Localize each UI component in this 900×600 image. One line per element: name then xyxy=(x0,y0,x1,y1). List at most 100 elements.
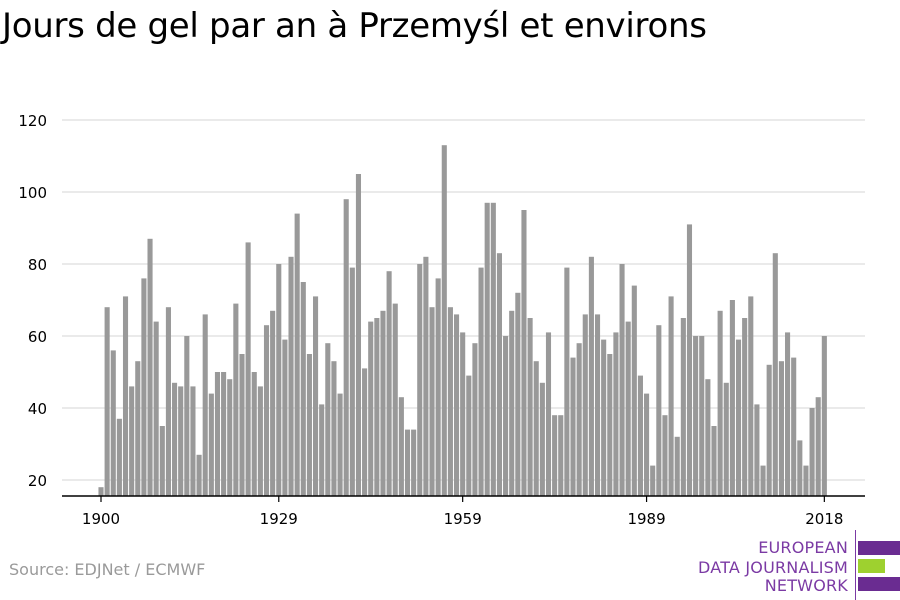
bar-1912 xyxy=(172,382,178,496)
bar-1979 xyxy=(582,314,588,496)
bar-2012 xyxy=(785,332,791,496)
bar-1923 xyxy=(239,354,245,496)
x-tick-label-1959: 1959 xyxy=(444,510,482,528)
bar-1908 xyxy=(147,238,153,497)
bar-2008 xyxy=(760,465,766,496)
bar-1963 xyxy=(484,202,490,497)
bar-1957 xyxy=(447,307,453,496)
bar-1927 xyxy=(263,325,270,496)
bar-1906 xyxy=(135,361,141,496)
bar-1983 xyxy=(607,354,613,496)
logo-bar-middle xyxy=(858,559,885,573)
bar-2014 xyxy=(797,440,803,496)
bar-1937 xyxy=(325,343,331,496)
bar-2007 xyxy=(754,404,760,496)
bar-2017 xyxy=(815,397,821,496)
y-axis-ticks: 20 40 60 80 100 120 xyxy=(18,112,47,490)
logo-text-line-1: EUROPEAN xyxy=(758,538,848,557)
bar-1935 xyxy=(313,296,319,496)
bar-1932 xyxy=(294,213,300,496)
bar-1933 xyxy=(300,282,306,496)
bar-1940 xyxy=(343,199,349,496)
bar-1900 xyxy=(98,487,104,496)
y-tick-label-20: 20 xyxy=(28,472,47,490)
bar-1962 xyxy=(478,267,484,496)
bar-1974 xyxy=(552,415,558,496)
bar-1995 xyxy=(680,318,686,496)
bar-1958 xyxy=(453,314,460,496)
bar-1968 xyxy=(515,292,521,496)
bar-1978 xyxy=(576,343,582,496)
bar-1966 xyxy=(503,336,509,496)
bar-1975 xyxy=(558,415,564,496)
edjnet-logo: EUROPEAN DATA JOURNALISM NETWORK xyxy=(698,530,900,600)
bar-1930 xyxy=(282,339,288,496)
bar-1992 xyxy=(662,415,668,496)
bar-2001 xyxy=(717,310,723,496)
bar-1924 xyxy=(245,242,251,496)
bar-1998 xyxy=(699,336,705,496)
bar-1925 xyxy=(251,372,257,496)
bar-1945 xyxy=(374,318,380,496)
bar-1939 xyxy=(337,393,343,496)
bar-1949 xyxy=(398,397,404,496)
bar-1916 xyxy=(196,454,202,496)
bar-1993 xyxy=(668,296,674,496)
bar-1919 xyxy=(214,372,221,496)
bar-1950 xyxy=(404,429,411,496)
bar-1914 xyxy=(184,336,190,496)
bar-1969 xyxy=(521,210,527,496)
bar-1954 xyxy=(429,307,435,496)
bar-2003 xyxy=(729,300,735,496)
bar-1903 xyxy=(116,418,122,496)
bar-2002 xyxy=(723,382,729,496)
bar-1981 xyxy=(594,314,601,496)
x-tick-label-1989: 1989 xyxy=(627,510,665,528)
bar-1943 xyxy=(362,368,368,496)
bar-1948 xyxy=(392,303,398,496)
bar-2016 xyxy=(809,408,815,496)
bar-1913 xyxy=(178,386,184,496)
bar-1987 xyxy=(631,285,637,496)
bar-1988 xyxy=(637,375,643,496)
bar-1965 xyxy=(496,253,502,496)
bar-2000 xyxy=(711,426,717,496)
logo-divider xyxy=(855,530,856,600)
bar-2015 xyxy=(803,465,809,496)
bar-1994 xyxy=(674,436,680,496)
bar-2009 xyxy=(766,364,772,496)
bar-1901 xyxy=(104,307,110,496)
y-tick-label-120: 120 xyxy=(18,112,47,130)
bar-1984 xyxy=(613,332,619,496)
bar-1967 xyxy=(509,310,515,496)
bars xyxy=(98,145,827,497)
bar-1997 xyxy=(693,336,699,496)
logo-bar-top xyxy=(858,541,900,555)
bar-2011 xyxy=(778,361,784,496)
bar-2005 xyxy=(742,318,748,496)
bar-1942 xyxy=(355,174,362,496)
bar-1907 xyxy=(141,278,147,496)
bar-2010 xyxy=(772,253,778,496)
logo-text-line-3: NETWORK xyxy=(764,576,848,595)
logo-bar-bottom xyxy=(858,577,900,591)
bar-1921 xyxy=(227,379,233,496)
bar-1944 xyxy=(368,321,374,496)
bar-1973 xyxy=(545,332,552,496)
bar-1980 xyxy=(588,256,594,496)
bar-1999 xyxy=(705,379,711,496)
bar-1970 xyxy=(527,318,533,496)
bar-1951 xyxy=(411,429,417,496)
bar-1952 xyxy=(417,264,423,496)
bar-1960 xyxy=(466,375,472,496)
y-tick-label-40: 40 xyxy=(28,400,47,418)
bar-1959 xyxy=(460,332,466,496)
bar-1976 xyxy=(564,267,570,496)
bar-1961 xyxy=(472,343,478,496)
bar-1920 xyxy=(221,372,227,496)
bar-1955 xyxy=(435,278,441,496)
bar-1936 xyxy=(319,404,325,496)
logo-text-line-2: DATA JOURNALISM xyxy=(698,558,848,577)
bar-1922 xyxy=(233,303,239,496)
bar-1905 xyxy=(129,386,135,496)
